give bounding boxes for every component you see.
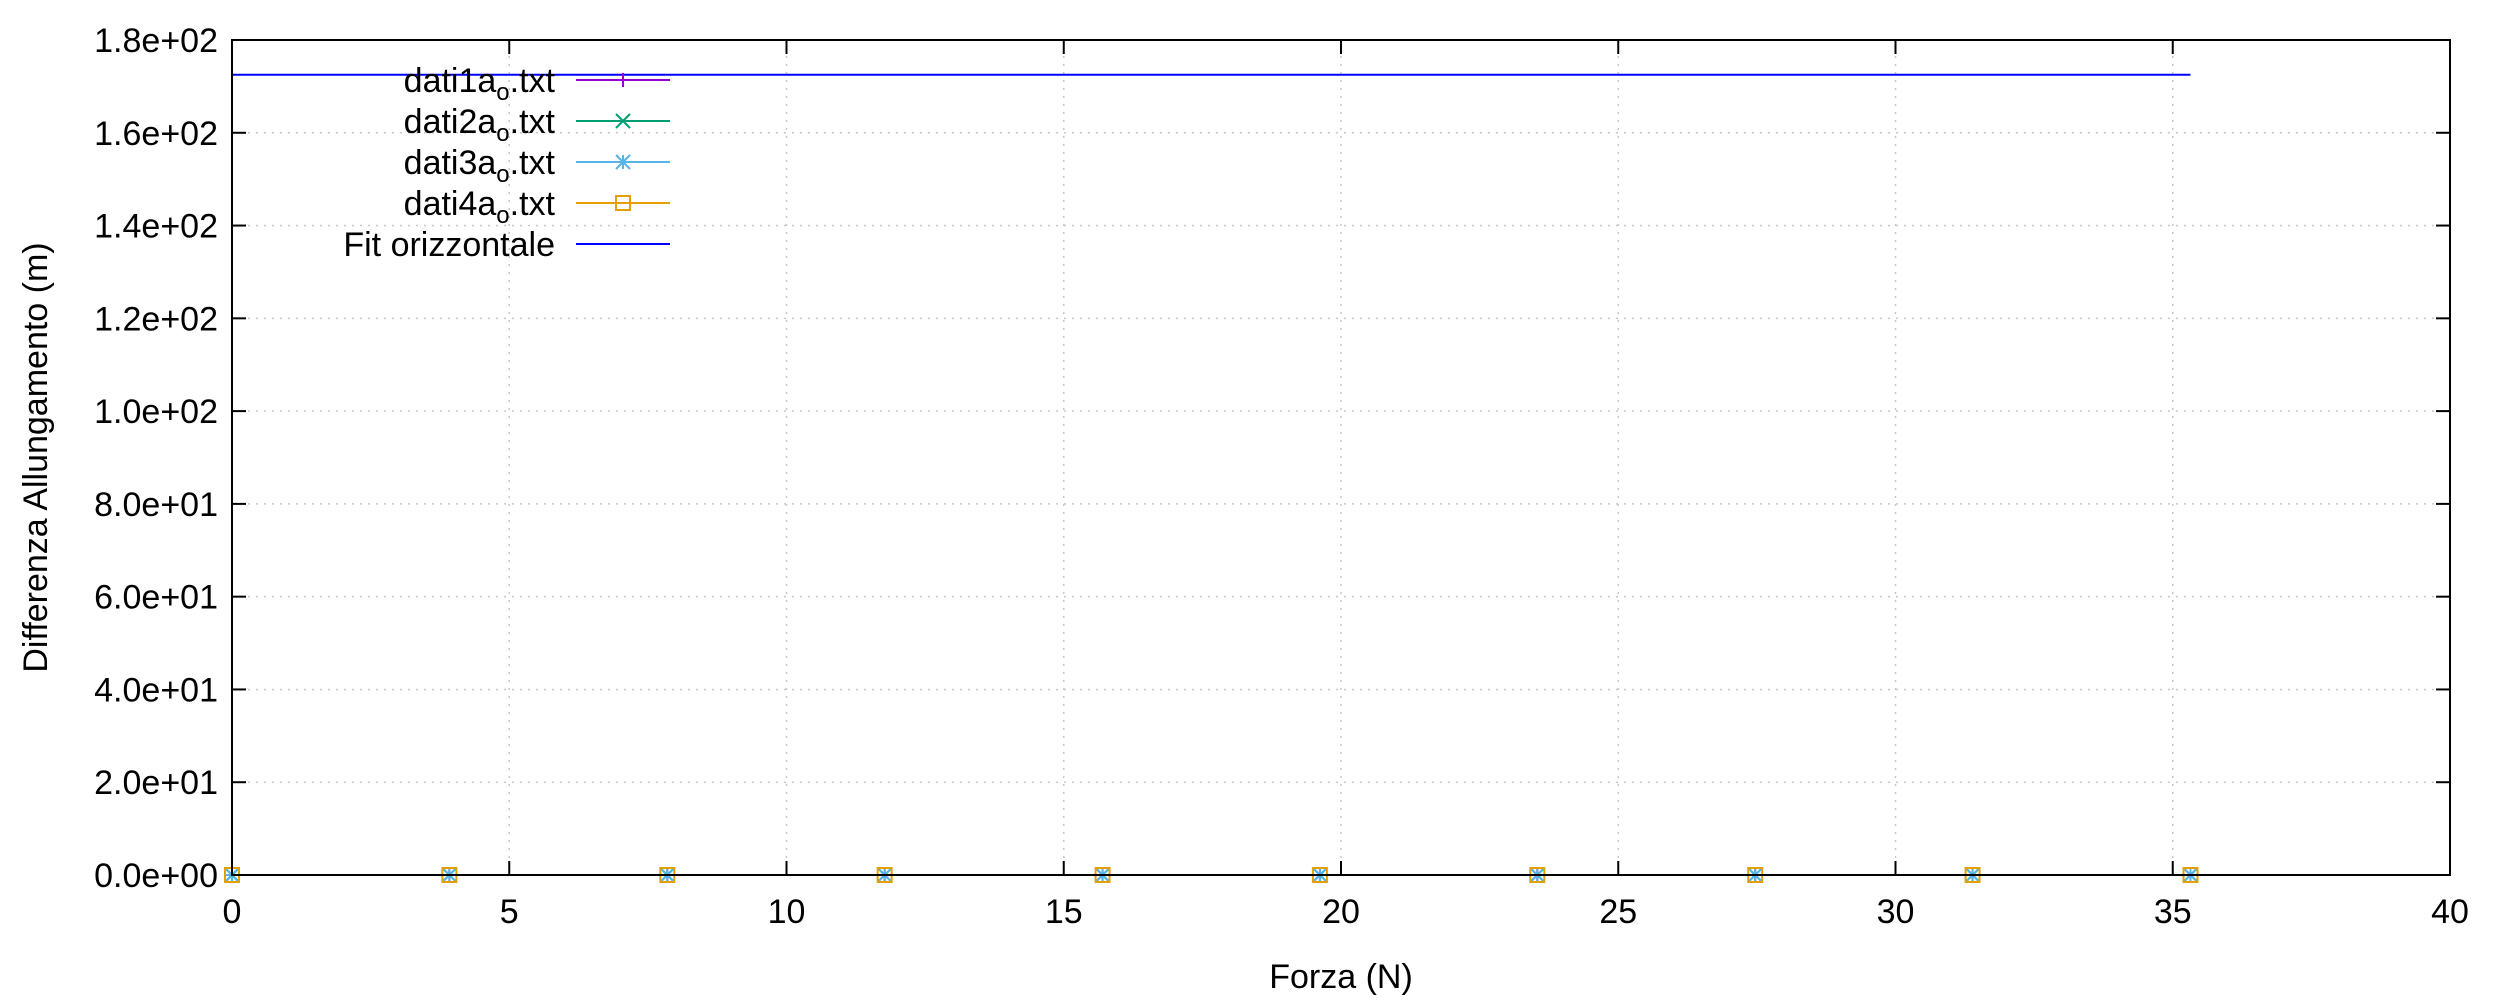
legend-label: dati4ao.txt	[404, 185, 556, 229]
y-tick-label: 1.4e+02	[94, 208, 218, 246]
y-tick-label: 1.8e+02	[94, 22, 218, 60]
legend-marker-b	[615, 113, 631, 129]
legend-marker	[616, 73, 630, 87]
x-axis-label: Forza (N)	[1269, 958, 1413, 996]
x-tick-label: 30	[1877, 893, 1915, 931]
y-tick-label: 0.0e+00	[94, 857, 218, 895]
grid	[232, 40, 2450, 875]
legend-label: dati2ao.txt	[404, 103, 556, 147]
y-tick-label: 4.0e+01	[94, 671, 218, 709]
legend-label-subscript: o	[496, 120, 509, 147]
legend-marker	[615, 113, 631, 129]
legend-label-name: Fit orizzontale	[343, 226, 555, 264]
legend: dati1ao.txtdati2ao.txtdati3ao.txtdati4ao…	[343, 62, 670, 264]
ticks	[231, 39, 2451, 876]
legend-entry: dati3ao.txt	[404, 144, 670, 188]
y-tick-label: 1.2e+02	[94, 300, 218, 338]
legend-label-subscript: o	[496, 202, 509, 229]
y-tick-label: 1.0e+02	[94, 393, 218, 431]
tick-labels: 0 5 10 15 20 25 30 35 40 0.0e+00 2.0e+01 4.0e+01 6.0…	[94, 22, 2469, 931]
legend-entry: Fit orizzontale	[343, 226, 670, 264]
legend-entry: dati1ao.txt	[404, 62, 670, 106]
x-tick-label: 40	[2431, 893, 2469, 931]
x-tick-label: 35	[2154, 893, 2192, 931]
legend-label-subscript: o	[496, 161, 509, 188]
x-tick-label: 5	[500, 893, 519, 931]
legend-marker	[615, 195, 631, 211]
legend-label: Fit orizzontale	[343, 226, 555, 264]
legend-label: dati3ao.txt	[404, 144, 556, 188]
x-tick-label: 10	[768, 893, 806, 931]
y-tick-label: 2.0e+01	[94, 764, 218, 802]
x-tick-label: 25	[1599, 893, 1637, 931]
legend-label-name: dati4a	[404, 185, 497, 223]
legend-marker	[615, 154, 631, 170]
y-axis-label: Differenza Allungamento (m)	[17, 242, 55, 672]
legend-label-suffix: .txt	[510, 185, 556, 223]
legend-label-name: dati1a	[404, 62, 497, 100]
x-tick-label: 0	[223, 893, 242, 931]
legend-marker-b	[615, 154, 631, 170]
legend-label-suffix: .txt	[510, 62, 556, 100]
legend-label-suffix: .txt	[510, 103, 556, 141]
y-tick-label: 8.0e+01	[94, 486, 218, 524]
x-tick-label: 15	[1045, 893, 1083, 931]
y-tick-label: 6.0e+01	[94, 579, 218, 617]
legend-entry: dati2ao.txt	[404, 103, 670, 147]
y-tick-label: 1.6e+02	[94, 115, 218, 153]
x-tick-label: 20	[1322, 893, 1360, 931]
legend-label-suffix: .txt	[510, 144, 556, 182]
legend-entry: dati4ao.txt	[404, 185, 670, 229]
legend-label-name: dati2a	[404, 103, 497, 141]
legend-label: dati1ao.txt	[404, 62, 556, 106]
legend-label-name: dati3a	[404, 144, 497, 182]
legend-label-subscript: o	[496, 79, 509, 106]
